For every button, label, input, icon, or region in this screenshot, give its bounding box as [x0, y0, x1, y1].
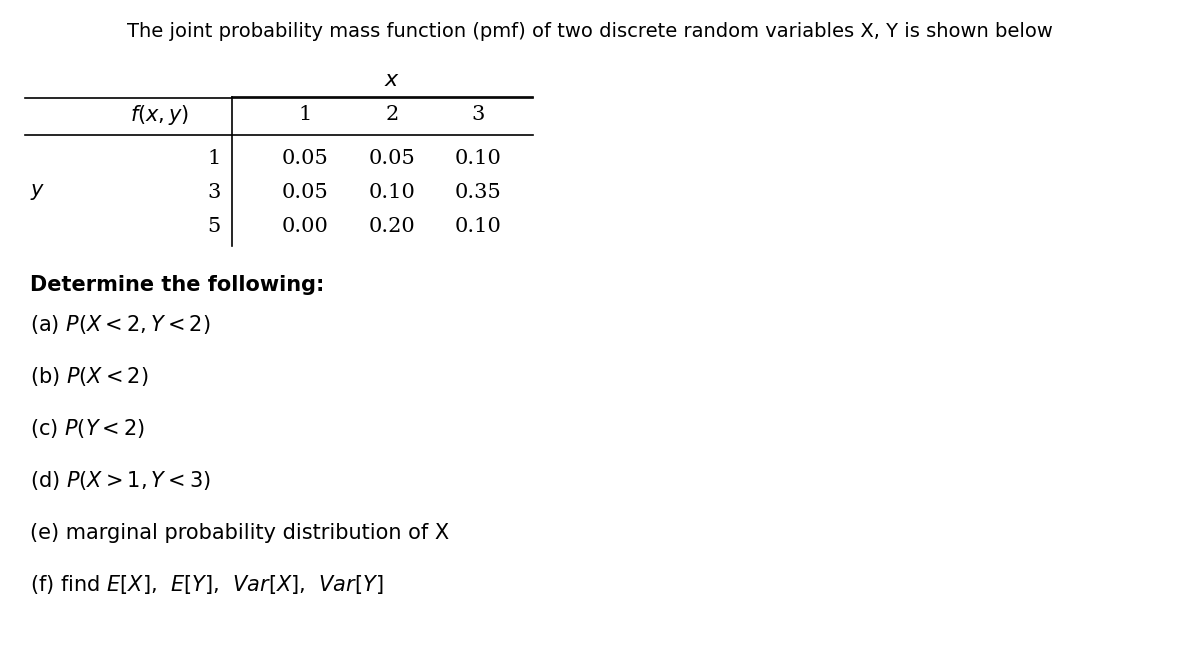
Text: 3: 3 [208, 183, 221, 201]
Text: 0.10: 0.10 [454, 216, 502, 235]
Text: 1: 1 [299, 106, 312, 125]
Text: 0.05: 0.05 [368, 149, 415, 168]
Text: (b) $P(X < 2)$: (b) $P(X < 2)$ [30, 366, 149, 389]
Text: $f(x,y)$: $f(x,y)$ [130, 103, 190, 127]
Text: 1: 1 [208, 149, 221, 168]
Text: Determine the following:: Determine the following: [30, 275, 324, 295]
Text: 0.20: 0.20 [368, 216, 415, 235]
Text: (d) $P(X > 1, Y < 3)$: (d) $P(X > 1, Y < 3)$ [30, 469, 211, 492]
Text: (e) marginal probability distribution of X: (e) marginal probability distribution of… [30, 523, 450, 543]
Text: 0.10: 0.10 [368, 183, 415, 201]
Text: 0.05: 0.05 [282, 149, 328, 168]
Text: 0.35: 0.35 [454, 183, 502, 201]
Text: 3: 3 [471, 106, 485, 125]
Text: $y$: $y$ [31, 182, 46, 202]
Text: (c) $P(Y < 2)$: (c) $P(Y < 2)$ [30, 417, 145, 441]
Text: (a) $P(X < 2, Y < 2)$: (a) $P(X < 2, Y < 2)$ [30, 314, 210, 336]
Text: $x$: $x$ [384, 70, 400, 90]
Text: 2: 2 [386, 106, 399, 125]
Text: The joint probability mass function (pmf) of two discrete random variables X, Y : The joint probability mass function (pmf… [127, 22, 1053, 41]
Text: 0.10: 0.10 [454, 149, 502, 168]
Text: 0.00: 0.00 [282, 216, 328, 235]
Text: 5: 5 [208, 216, 221, 235]
Text: 0.05: 0.05 [282, 183, 328, 201]
Text: (f) find $E[X]$,  $E[Y]$,  $Var[X]$,  $Var[Y]$: (f) find $E[X]$, $E[Y]$, $Var[X]$, $Var[… [30, 574, 384, 597]
